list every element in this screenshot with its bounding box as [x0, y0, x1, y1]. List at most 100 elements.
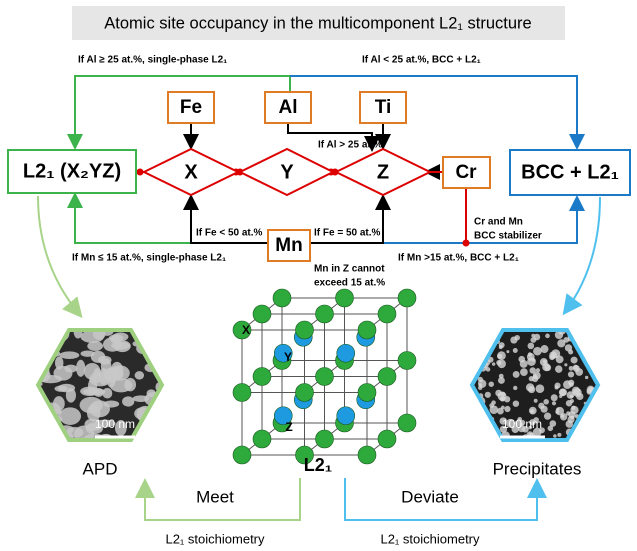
texture [555, 410, 560, 414]
texture [551, 401, 557, 406]
arrow-label: Meet [196, 487, 234, 506]
title: Atomic site occupancy in the multicompon… [104, 14, 531, 32]
texture [590, 352, 598, 361]
texture [601, 328, 604, 331]
atom [397, 351, 417, 370]
texture [599, 380, 602, 383]
texture [501, 405, 505, 410]
texture [476, 338, 481, 343]
texture [565, 400, 573, 407]
atom [357, 320, 377, 340]
atom [377, 367, 397, 386]
element: Al [279, 97, 298, 118]
texture [532, 371, 541, 380]
texture [551, 349, 561, 359]
texture [592, 402, 596, 407]
texture [54, 356, 64, 370]
texture [497, 407, 504, 415]
texture [482, 339, 487, 344]
texture [539, 427, 545, 434]
texture [83, 388, 106, 396]
atom [357, 383, 377, 402]
condition: If Al ≥ 25 at.%, single-phase L2₁ [78, 55, 227, 66]
texture [512, 370, 520, 378]
condition: If Fe < 50 at.% [196, 228, 263, 239]
texture [592, 358, 598, 368]
texture [102, 337, 122, 352]
texture [506, 350, 510, 354]
atom [232, 445, 252, 465]
texture [490, 332, 496, 337]
atom [232, 383, 252, 402]
texture [102, 387, 113, 399]
arrow [37, 195, 83, 319]
texture [80, 330, 105, 344]
lattice [232, 288, 417, 465]
texture [500, 391, 506, 397]
element-boxes [167, 91, 491, 262]
left-box-label: L2₁ (X₂YZ) [23, 160, 121, 182]
atom [273, 343, 293, 363]
atom [315, 367, 334, 386]
texture [528, 376, 534, 382]
texture [532, 358, 536, 362]
texture [581, 330, 585, 334]
texture [584, 350, 588, 355]
texture [543, 412, 552, 420]
atom [377, 429, 397, 449]
arrow-note: L2₁ stoichiometry [380, 531, 480, 546]
texture [514, 334, 520, 341]
texture [506, 418, 515, 428]
texture [589, 347, 594, 353]
texture [38, 351, 42, 362]
arrow-label: Deviate [401, 487, 459, 506]
atom [315, 429, 334, 449]
texture [499, 417, 507, 425]
texture [533, 398, 538, 403]
right-box [509, 149, 631, 196]
site-diamonds [141, 147, 433, 197]
texture [584, 375, 589, 380]
texture [478, 347, 487, 356]
texture [472, 372, 473, 380]
site-label: X [242, 323, 250, 337]
condition: If Mn ≤ 15 at.%, single-phase L2₁ [72, 253, 226, 264]
texture [542, 359, 547, 364]
texture [482, 330, 490, 334]
texture [80, 350, 95, 357]
atom [295, 445, 314, 465]
texture [538, 402, 545, 409]
texture [472, 415, 474, 422]
condition: If Al > 25 at.% [318, 140, 382, 151]
texture [484, 391, 491, 398]
texture [520, 368, 528, 376]
texture [567, 371, 575, 378]
texture [569, 394, 574, 399]
texture [475, 351, 480, 356]
texture [87, 341, 104, 351]
texture [98, 355, 112, 365]
texture [527, 352, 533, 357]
texture [590, 436, 594, 440]
texture [59, 351, 80, 360]
texture [480, 330, 485, 332]
texture [484, 342, 490, 348]
arrow [344, 478, 547, 521]
note: exceed 15 at.% [314, 278, 385, 289]
texture [559, 413, 568, 421]
caption: APD [83, 459, 118, 478]
texture [568, 379, 575, 386]
texture [472, 350, 474, 355]
condition: If Fe = 50 at.% [314, 228, 381, 239]
texture [477, 379, 487, 388]
texture [596, 366, 598, 374]
atom [232, 320, 252, 340]
condition: If Al < 25 at.%, BCC + L2₁ [362, 55, 481, 66]
texture [497, 359, 506, 369]
texture [589, 408, 598, 418]
texture [599, 357, 602, 360]
texture [479, 426, 484, 431]
atom [295, 383, 314, 402]
texture [474, 330, 482, 332]
